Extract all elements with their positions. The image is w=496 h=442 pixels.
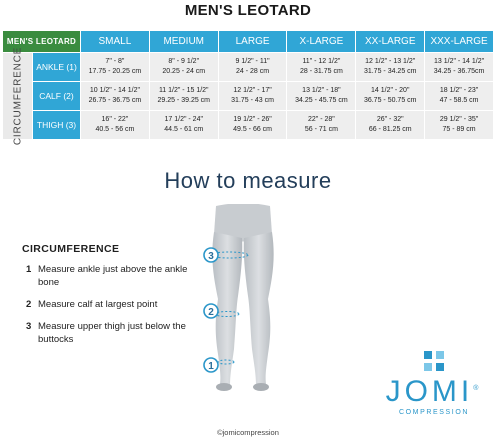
copyright-text: ©jomicompression (217, 428, 279, 437)
circumference-side-text: CIRCUMFERENCE (12, 46, 23, 146)
right-foot-shape (253, 383, 269, 391)
table-cell: 12 1/2" - 13 1/2" 31.75 - 34.25 cm (355, 52, 426, 82)
table-row-calf: CALF (2) 10 1/2" - 14 1/2" 26.75 - 36.75 … (3, 81, 494, 111)
marker-3-label: 3 (208, 251, 214, 262)
marker-2-label: 2 (208, 307, 214, 318)
jomi-logo: JOMI® COMPRESSION (384, 350, 484, 416)
column-header-xxx-large: XXX-LARGE (424, 30, 494, 53)
row-header-calf: CALF (2) (32, 81, 81, 111)
column-header-xx-large: XX-LARGE (355, 30, 426, 53)
table-cell: 11" - 12 1/2" 28 - 31.75 cm (286, 52, 357, 82)
marker-3-circle (203, 247, 219, 263)
size-table: MEN'S LEOTARD SMALL MEDIUM LARGE X-LARGE… (2, 30, 494, 145)
leg-figure: 3 2 1 (196, 203, 286, 399)
table-row-ankle: CIRCUMFERENCE ANKLE (1) 7" - 8" 17.75 - 2… (2, 47, 494, 145)
marker-1-circle (203, 357, 219, 373)
table-cell: 9 1/2" - 11" 24 - 28 cm (217, 52, 288, 82)
table-cell: 17 1/2" - 24" 44.5 - 61 cm (148, 110, 219, 140)
left-foot-shape (216, 383, 232, 391)
table-corner-label: MEN'S LEOTARD (2, 30, 81, 53)
marker-1-label: 1 (208, 361, 214, 372)
step-text: Measure ankle just above the ankle bone (38, 264, 188, 288)
step-ankle: 1 Measure ankle just above the ankle bon… (26, 263, 196, 289)
logo-wordmark: JOMI® (385, 375, 483, 408)
table-cell: 13 1/2" - 18" 34.25 - 45.75 cm (286, 81, 357, 111)
table-cell: 29 1/2" - 35" 75 - 89 cm (424, 110, 494, 140)
right-leg-shape (243, 232, 274, 386)
table-cell: 22" - 28" 56 - 71 cm (286, 110, 357, 140)
table-header-row: MEN'S LEOTARD SMALL MEDIUM LARGE X-LARGE… (2, 30, 494, 53)
table-cell: 14 1/2" - 20" 36.75 - 50.75 cm (355, 81, 426, 111)
step-calf: 2 Measure calf at largest point (26, 298, 196, 311)
table-cell: 11 1/2" - 15 1/2" 29.25 - 39.25 cm (148, 81, 219, 111)
table-cell: 12 1/2" - 17" 31.75 - 43 cm (217, 81, 288, 111)
thigh-measure-line (209, 251, 249, 259)
table-row-thigh: THIGH (3) 16" - 22" 40.5 - 56 cm 17 1/2" … (3, 110, 494, 140)
hips-shape (214, 203, 272, 242)
step-number: 1 (26, 264, 32, 275)
marker-2-circle (203, 303, 219, 319)
step-text: Measure calf at largest point (38, 299, 158, 310)
jomi-logo-mark-icon (424, 351, 444, 371)
column-header-x-large: X-LARGE (286, 30, 357, 53)
column-header-large: LARGE (217, 30, 288, 53)
measure-steps: 1 Measure ankle just above the ankle bon… (26, 263, 196, 355)
table-cell: 16" - 22" 40.5 - 56 cm (80, 110, 150, 140)
how-to-measure-heading: How to measure (164, 168, 332, 193)
table-cell: 8" - 9 1/2" 20.25 - 24 cm (148, 52, 219, 82)
column-header-medium: MEDIUM (148, 30, 219, 53)
step-number: 2 (26, 299, 32, 310)
column-header-small: SMALL (80, 30, 150, 53)
table-cell: 7" - 8" 17.75 - 20.25 cm (80, 52, 150, 82)
row-header-ankle: ANKLE (1) (32, 52, 81, 82)
legs-illustration: 3 2 1 (203, 203, 274, 391)
table-cell: 13 1/2" - 14 1/2" 34.25 - 36.75cm (424, 52, 494, 82)
circumference-side-label: CIRCUMFERENCE (2, 47, 33, 145)
left-leg-shape (212, 232, 243, 386)
table-cell: 26" - 32" 66 - 81.25 cm (355, 110, 426, 140)
step-text: Measure upper thigh just below the butto… (38, 321, 186, 345)
table-cell: 10 1/2" - 14 1/2" 26.75 - 36.75 cm (80, 81, 150, 111)
table-cell: 18 1/2" - 23" 47 - 58.5 cm (424, 81, 494, 111)
step-number: 3 (26, 321, 32, 332)
step-thigh: 3 Measure upper thigh just below the but… (26, 320, 196, 346)
logo-subtitle: COMPRESSION (398, 409, 470, 416)
chart-title: MEN'S LEOTARD (184, 2, 312, 19)
row-header-thigh: THIGH (3) (32, 110, 81, 140)
circumference-section-title: CIRCUMFERENCE (22, 243, 120, 255)
table-cell: 19 1/2" - 26" 49.5 - 66 cm (217, 110, 288, 140)
